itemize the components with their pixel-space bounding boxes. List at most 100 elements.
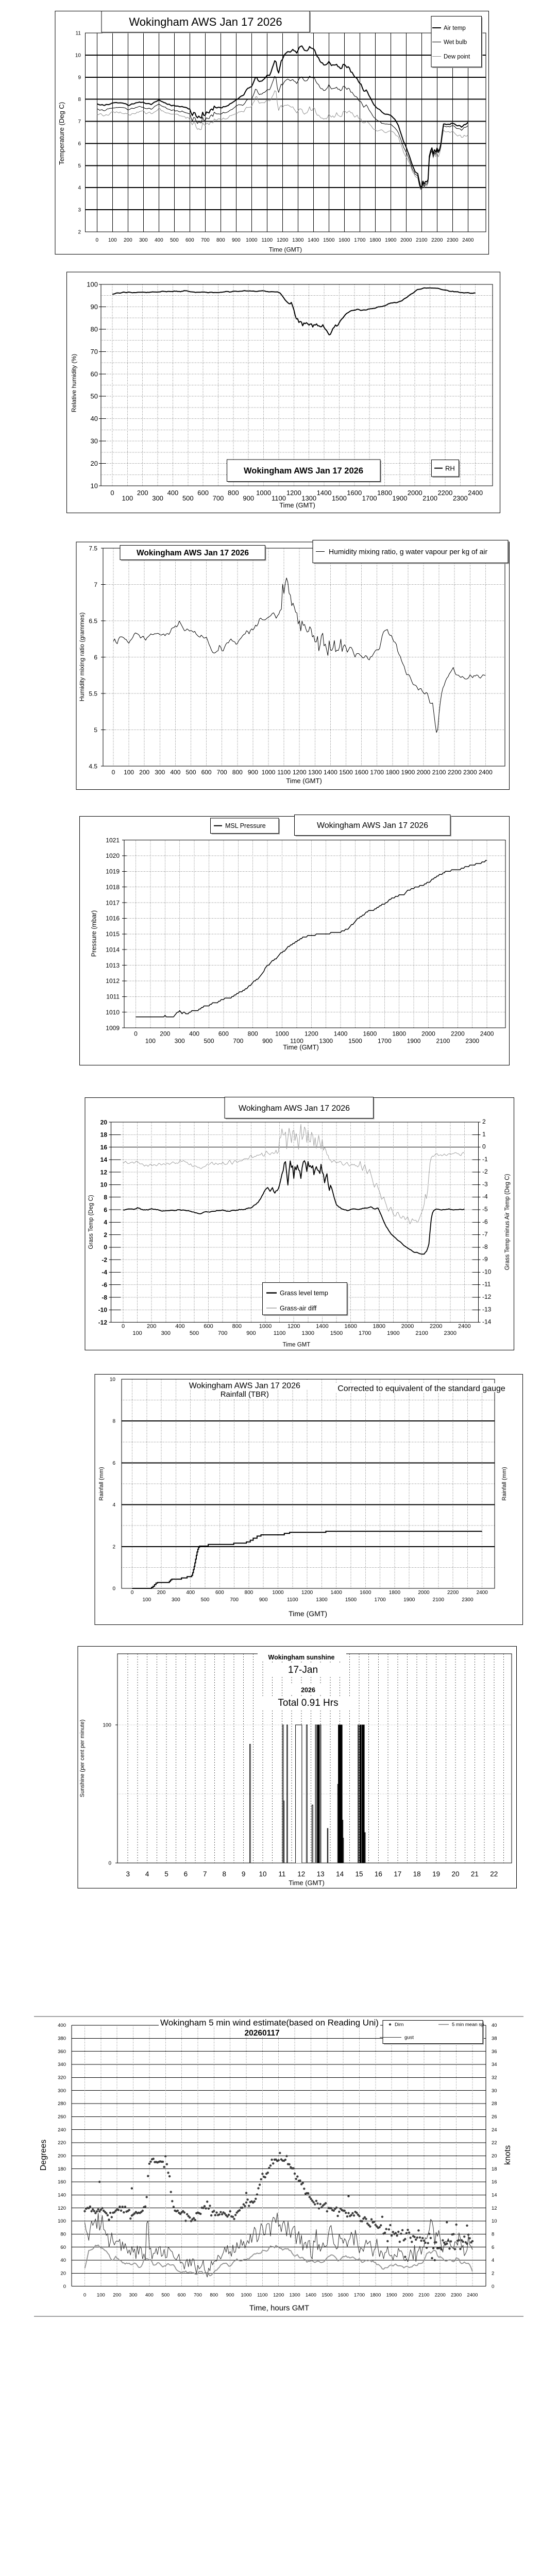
svg-text:80: 80	[60, 2231, 66, 2237]
svg-text:1900: 1900	[385, 238, 397, 243]
svg-text:400: 400	[170, 769, 180, 776]
svg-text:300: 300	[161, 1330, 171, 1336]
svg-text:8: 8	[104, 1194, 107, 1201]
svg-text:-7: -7	[482, 1231, 488, 1238]
svg-text:Wokingham sunshine: Wokingham sunshine	[268, 1654, 335, 1661]
svg-text:12: 12	[492, 2206, 497, 2211]
svg-text:Time, hours GMT: Time, hours GMT	[249, 2304, 309, 2313]
svg-text:1500: 1500	[322, 2293, 332, 2298]
svg-text:36: 36	[492, 2049, 497, 2055]
svg-text:800: 800	[228, 489, 239, 497]
svg-text:2300: 2300	[465, 1038, 479, 1045]
svg-text:18: 18	[100, 1131, 108, 1139]
svg-text:60: 60	[60, 2245, 66, 2250]
svg-text:700: 700	[213, 494, 224, 502]
svg-text:1000: 1000	[241, 2293, 251, 2298]
svg-text:1015: 1015	[106, 930, 120, 938]
svg-text:1400: 1400	[306, 2293, 316, 2298]
svg-text:500: 500	[161, 2293, 170, 2298]
svg-text:380: 380	[58, 2036, 66, 2042]
svg-text:4: 4	[104, 1219, 107, 1226]
svg-text:Time (GMT): Time (GMT)	[269, 246, 302, 253]
svg-text:600: 600	[204, 1324, 213, 1330]
svg-text:20260117: 20260117	[245, 2029, 280, 2038]
svg-text:40: 40	[492, 2023, 497, 2028]
svg-text:20: 20	[91, 460, 98, 467]
svg-text:8: 8	[222, 1870, 226, 1878]
svg-text:18: 18	[492, 2166, 497, 2172]
svg-text:1200: 1200	[305, 1030, 318, 1038]
svg-text:7: 7	[94, 581, 97, 588]
svg-text:700: 700	[230, 1597, 239, 1603]
svg-text:Relative humidity (%): Relative humidity (%)	[71, 354, 78, 412]
svg-text:1200: 1200	[288, 1324, 300, 1330]
svg-text:1012: 1012	[106, 977, 120, 985]
svg-text:-2: -2	[102, 1256, 107, 1263]
svg-text:1000: 1000	[272, 1590, 284, 1596]
svg-text:0: 0	[108, 1861, 111, 1867]
svg-text:50: 50	[91, 393, 98, 400]
svg-text:6: 6	[94, 654, 97, 661]
svg-text:160: 160	[58, 2179, 66, 2185]
svg-text:2200: 2200	[430, 1324, 442, 1330]
svg-text:Temperature (Deg C): Temperature (Deg C)	[58, 102, 65, 165]
svg-text:Time (GMT): Time (GMT)	[283, 1043, 319, 1051]
svg-text:1100: 1100	[262, 238, 273, 243]
svg-text:2: 2	[112, 1544, 115, 1550]
svg-text:Humidity mixing ratio (grammes: Humidity mixing ratio (grammes)	[78, 613, 86, 702]
svg-text:1100: 1100	[287, 1597, 298, 1603]
svg-text:2200: 2200	[451, 1030, 465, 1038]
svg-text:100: 100	[142, 1597, 151, 1603]
svg-text:-1: -1	[482, 1156, 488, 1163]
svg-text:40: 40	[91, 415, 98, 422]
svg-text:2000: 2000	[402, 2293, 413, 2298]
svg-text:2300: 2300	[453, 494, 468, 502]
svg-text:200: 200	[113, 2293, 121, 2298]
svg-text:Wokingham AWS Jan 17 2026: Wokingham AWS Jan 17 2026	[137, 549, 249, 557]
svg-text:1600: 1600	[338, 2293, 349, 2298]
svg-text:1300: 1300	[292, 238, 304, 243]
svg-text:1700: 1700	[359, 1330, 371, 1336]
svg-text:-13: -13	[482, 1306, 492, 1313]
svg-text:100: 100	[122, 494, 133, 502]
svg-text:-6: -6	[482, 1218, 488, 1225]
svg-text:1900: 1900	[392, 494, 407, 502]
svg-text:2100: 2100	[418, 2293, 429, 2298]
svg-text:1300: 1300	[302, 1330, 314, 1336]
svg-text:2100: 2100	[416, 238, 428, 243]
svg-text:2000: 2000	[417, 769, 431, 776]
svg-text:1021: 1021	[106, 837, 120, 844]
svg-text:2100: 2100	[415, 1330, 428, 1336]
svg-text:8: 8	[112, 1419, 115, 1425]
svg-text:1600: 1600	[339, 238, 350, 243]
svg-text:300: 300	[139, 238, 148, 243]
svg-text:-4: -4	[482, 1193, 488, 1200]
svg-text:Wokingham 5 min wind estimate(: Wokingham 5 min wind estimate(based on R…	[160, 2018, 379, 2028]
svg-text:1400: 1400	[316, 1324, 328, 1330]
svg-text:1700: 1700	[378, 1038, 392, 1045]
svg-text:900: 900	[246, 1330, 256, 1336]
svg-text:9: 9	[242, 1870, 246, 1878]
svg-text:11: 11	[76, 30, 81, 36]
svg-text:240: 240	[58, 2127, 66, 2133]
svg-text:2300: 2300	[444, 1330, 457, 1336]
svg-text:0: 0	[482, 1143, 486, 1150]
svg-text:22: 22	[492, 2140, 497, 2146]
svg-text:40: 40	[60, 2258, 66, 2263]
svg-text:1100: 1100	[257, 2293, 267, 2298]
svg-text:2400: 2400	[480, 1030, 494, 1038]
svg-text:1000: 1000	[262, 769, 276, 776]
svg-text:14: 14	[100, 1156, 108, 1163]
svg-text:-2: -2	[482, 1168, 488, 1175]
svg-text:1013: 1013	[106, 962, 120, 969]
svg-text:1019: 1019	[106, 868, 120, 875]
svg-text:20: 20	[451, 1870, 459, 1878]
svg-text:100: 100	[108, 238, 117, 243]
svg-text:180: 180	[58, 2166, 66, 2172]
svg-text:70: 70	[91, 348, 98, 355]
svg-text:500: 500	[190, 1330, 199, 1336]
svg-text:10: 10	[492, 2218, 497, 2224]
svg-text:300: 300	[172, 1597, 180, 1603]
svg-text:280: 280	[58, 2101, 66, 2107]
svg-text:6: 6	[184, 1870, 188, 1878]
